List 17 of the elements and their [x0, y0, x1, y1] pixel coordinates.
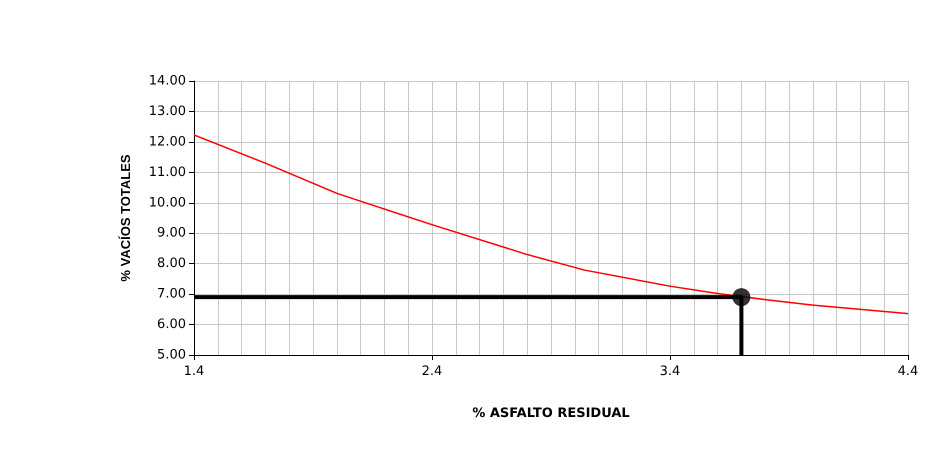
y-axis-title: % VACÍOS TOTALES — [118, 154, 133, 282]
y-tick-label: 8.00 — [157, 256, 186, 272]
x-tick-label: 4.4 — [898, 364, 918, 379]
y-tick-label: 5.00 — [157, 348, 186, 362]
y-tick-label: 11.00 — [148, 164, 186, 180]
x-axis-title: % ASFALTO RESIDUAL — [472, 406, 630, 421]
y-tick-label: 6.00 — [157, 317, 186, 332]
y-tick-label: 7.00 — [157, 286, 186, 302]
line-series — [193, 134, 909, 314]
x-tick-label: 3.4 — [660, 364, 680, 379]
x-tick-label: 1.4 — [184, 364, 204, 379]
y-tick-label: 13.00 — [148, 104, 186, 119]
y-tick-label: 9.00 — [157, 226, 186, 241]
x-tick-label: 2.4 — [422, 364, 442, 379]
y-tick-label: 12.00 — [148, 134, 186, 150]
y-tick-label: 10.00 — [148, 195, 186, 210]
y-tick-label: 14.00 — [148, 74, 186, 88]
